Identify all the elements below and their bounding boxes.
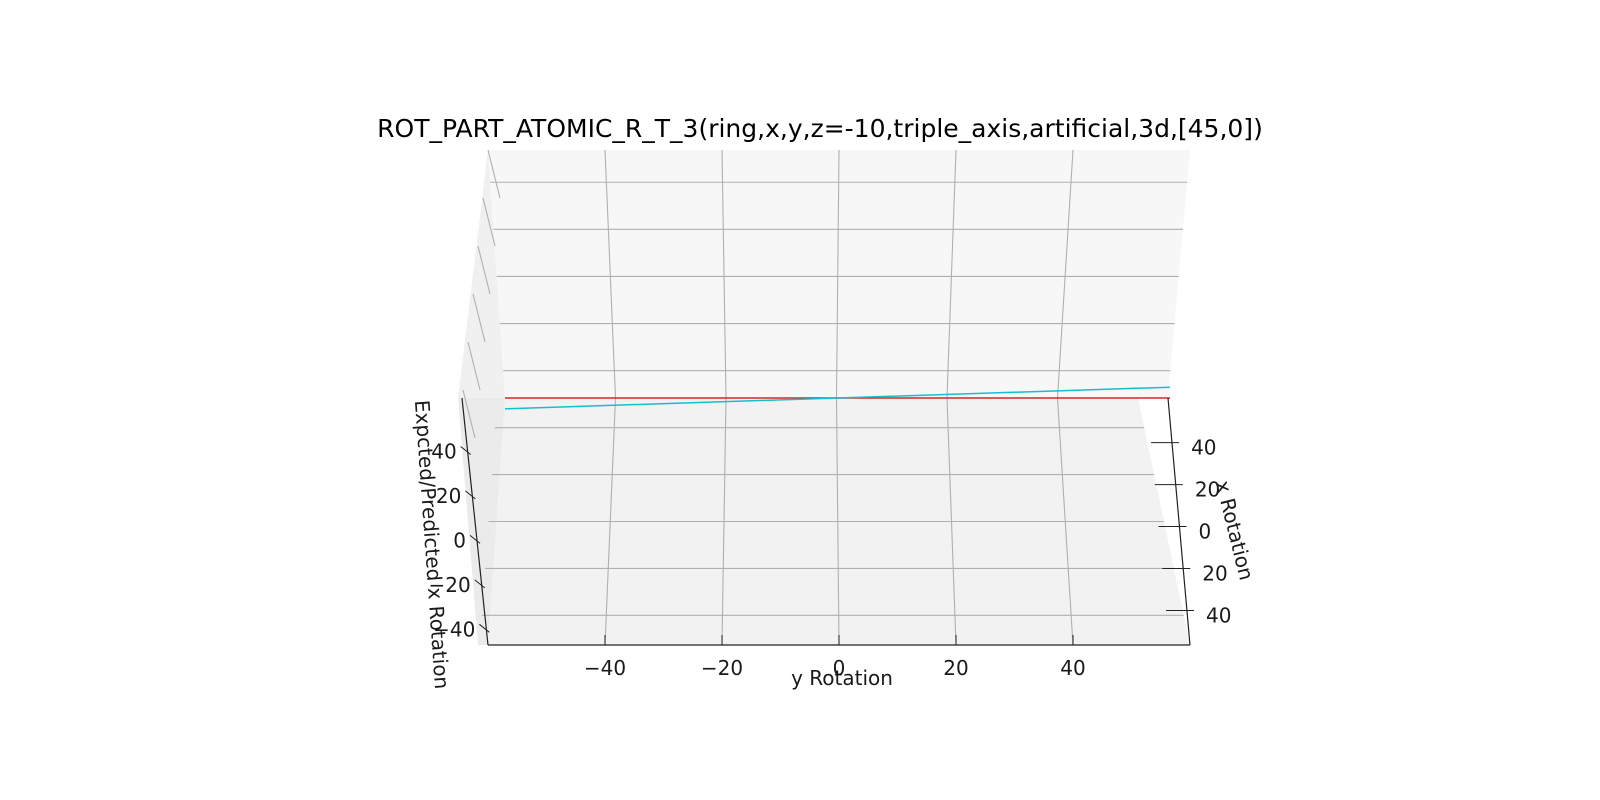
y-tick-label: 20 bbox=[1195, 478, 1220, 502]
x-tick-label: −20 bbox=[701, 656, 743, 680]
z-tick-label: 0 bbox=[453, 528, 466, 552]
z-tick bbox=[474, 579, 486, 589]
side-grid-line bbox=[482, 197, 496, 247]
y-tick-label: 0 bbox=[1199, 520, 1212, 544]
z-tick-label: −40 bbox=[433, 617, 475, 641]
side-grid-line bbox=[467, 341, 481, 391]
x-tick-label: −40 bbox=[584, 656, 626, 680]
side-grid-line bbox=[462, 389, 476, 439]
y-tick-label: 40 bbox=[1191, 436, 1216, 460]
side-grid-line bbox=[477, 245, 491, 295]
y-tick-label: 40 bbox=[1206, 604, 1231, 628]
y-axis-line bbox=[1167, 397, 1191, 646]
z-tick bbox=[469, 534, 481, 544]
x-tick-label: 20 bbox=[943, 656, 968, 680]
tick-marks: −40 −20 0 20 40 40 20 0 20 40 40 20 0 −20 −40 bbox=[429, 436, 1232, 680]
z-tick-label: 20 bbox=[436, 484, 461, 508]
y-tick-label: 20 bbox=[1202, 562, 1227, 586]
z-tick-label: −20 bbox=[429, 573, 471, 597]
side-grid-line bbox=[472, 293, 486, 343]
z-tick bbox=[479, 623, 490, 633]
x-tick-label: 40 bbox=[1060, 656, 1085, 680]
z-tick bbox=[460, 446, 471, 455]
side-pane bbox=[458, 398, 505, 645]
z-tick bbox=[465, 490, 476, 500]
x-tick-label: 0 bbox=[833, 656, 846, 680]
z-axis-line bbox=[461, 397, 489, 646]
back-pane bbox=[488, 150, 1190, 398]
data-series bbox=[504, 386, 1171, 410]
series-line bbox=[504, 386, 1171, 410]
side-pane-upper bbox=[458, 150, 505, 398]
grid-lines bbox=[462, 149, 1188, 646]
side-grid-line bbox=[487, 149, 501, 199]
x-axis-label: y Rotation bbox=[791, 666, 893, 690]
chart-title: ROT_PART_ATOMIC_R_T_3(ring,x,y,z=-10,tri… bbox=[377, 114, 1263, 143]
z-tick-label: 40 bbox=[431, 439, 456, 463]
